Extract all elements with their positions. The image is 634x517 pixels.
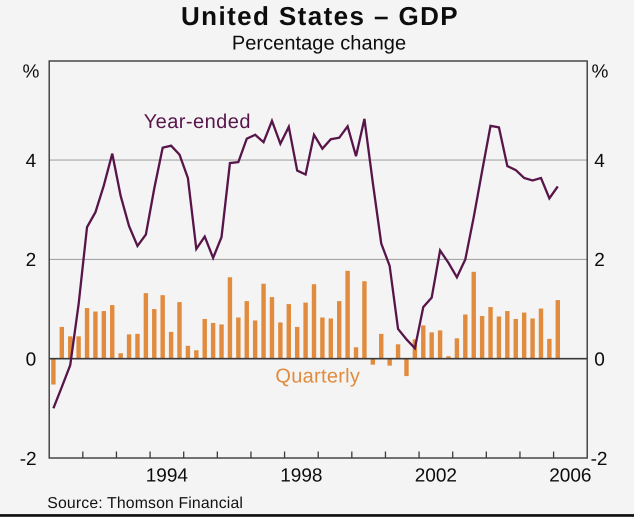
svg-text:Quarterly: Quarterly	[275, 366, 360, 388]
svg-text:-2: -2	[591, 449, 608, 470]
svg-text:2: 2	[594, 250, 605, 271]
svg-text:4: 4	[594, 151, 605, 172]
svg-text:0: 0	[26, 350, 37, 371]
svg-text:2002: 2002	[415, 465, 457, 486]
svg-text:%: %	[23, 61, 40, 82]
svg-text:Source: Thomson Financial: Source: Thomson Financial	[47, 495, 243, 512]
svg-text:1994: 1994	[146, 465, 189, 486]
svg-text:0: 0	[594, 350, 605, 371]
svg-text:-2: -2	[20, 449, 37, 470]
svg-text:1998: 1998	[280, 465, 322, 486]
svg-text:%: %	[592, 61, 609, 82]
svg-text:2006: 2006	[549, 465, 591, 486]
svg-text:Percentage change: Percentage change	[232, 32, 406, 54]
svg-text:United States – GDP: United States – GDP	[181, 1, 459, 31]
svg-text:4: 4	[26, 151, 37, 172]
svg-text:2: 2	[26, 250, 37, 271]
svg-text:Year-ended: Year-ended	[144, 111, 251, 133]
